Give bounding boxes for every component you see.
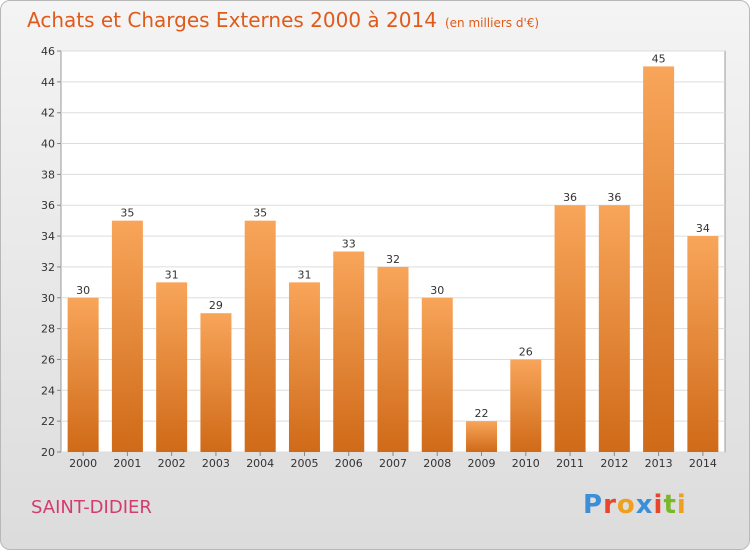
x-tick-label-2014: 2014 bbox=[689, 457, 717, 470]
bar-2010 bbox=[510, 359, 542, 452]
value-label-2008: 30 bbox=[430, 284, 444, 297]
x-tick-label-2002: 2002 bbox=[158, 457, 186, 470]
bar-2000 bbox=[67, 297, 99, 452]
x-tick-label-2007: 2007 bbox=[379, 457, 407, 470]
y-tick-label: 36 bbox=[41, 199, 55, 212]
y-tick-label: 44 bbox=[41, 76, 55, 89]
y-tick-label: 38 bbox=[41, 168, 55, 181]
bar-2005 bbox=[288, 282, 320, 452]
bar-2004 bbox=[244, 220, 276, 452]
value-label-2013: 45 bbox=[652, 52, 666, 65]
chart-unit-note: (en milliers d'€) bbox=[444, 16, 540, 30]
x-tick-label-2013: 2013 bbox=[645, 457, 673, 470]
y-tick-label: 20 bbox=[41, 446, 55, 459]
value-label-2014: 34 bbox=[696, 222, 710, 235]
x-tick-label-2008: 2008 bbox=[423, 457, 451, 470]
value-label-2000: 30 bbox=[76, 284, 90, 297]
value-label-2007: 32 bbox=[386, 253, 400, 266]
y-tick-label: 46 bbox=[41, 45, 55, 58]
y-tick-label: 32 bbox=[41, 261, 55, 274]
y-tick-label: 28 bbox=[41, 323, 55, 336]
value-label-2001: 35 bbox=[120, 207, 134, 220]
bar-2013 bbox=[643, 66, 675, 452]
value-label-2010: 26 bbox=[519, 345, 533, 358]
x-tick-label-2012: 2012 bbox=[600, 457, 628, 470]
value-label-2004: 35 bbox=[253, 207, 267, 220]
bar-2001 bbox=[111, 220, 143, 452]
commune-name: SAINT-DIDIER bbox=[31, 497, 152, 518]
x-tick-label-2000: 2000 bbox=[69, 457, 97, 470]
chart-title-text: Achats et Charges Externes 2000 à 2014 bbox=[27, 8, 437, 32]
value-label-2003: 29 bbox=[209, 299, 223, 312]
x-tick-label-2005: 2005 bbox=[290, 457, 318, 470]
y-tick-label: 34 bbox=[41, 230, 55, 243]
bar-2008 bbox=[421, 297, 453, 452]
bar-2007 bbox=[377, 266, 409, 452]
value-label-2011: 36 bbox=[563, 191, 577, 204]
bar-2003 bbox=[200, 313, 232, 452]
y-tick-label: 42 bbox=[41, 107, 55, 120]
bar-2006 bbox=[333, 251, 365, 452]
y-tick-label: 22 bbox=[41, 415, 55, 428]
y-tick-label: 40 bbox=[41, 138, 55, 151]
x-tick-label-2004: 2004 bbox=[246, 457, 274, 470]
bar-2009 bbox=[466, 421, 498, 452]
bar-2014 bbox=[687, 236, 719, 452]
x-tick-label-2011: 2011 bbox=[556, 457, 584, 470]
proxiti-logo[interactable]: Proxiti bbox=[583, 490, 687, 520]
value-label-2005: 31 bbox=[297, 268, 311, 281]
value-label-2012: 36 bbox=[607, 191, 621, 204]
value-label-2009: 22 bbox=[475, 407, 489, 420]
x-tick-label-2006: 2006 bbox=[335, 457, 363, 470]
bar-2012 bbox=[598, 205, 630, 452]
x-axis: 2000 2001 2002 2003 2004 2005 2006 2007 2008 2009… bbox=[69, 452, 717, 470]
y-tick-label: 30 bbox=[41, 292, 55, 305]
x-tick-label-2001: 2001 bbox=[113, 457, 141, 470]
x-tick-label-2003: 2003 bbox=[202, 457, 230, 470]
bar-2011 bbox=[554, 205, 586, 452]
bars: 30 35 31 29 35 31 33 32 30 22 26 36 36 45 34 bbox=[67, 52, 719, 452]
y-axis: 20 22 24 26 28 30 32 34 36 38 40 42 44 46 bbox=[41, 45, 61, 459]
value-label-2006: 33 bbox=[342, 238, 356, 251]
x-tick-label-2010: 2010 bbox=[512, 457, 540, 470]
bar-2002 bbox=[156, 282, 188, 452]
value-label-2002: 31 bbox=[165, 268, 179, 281]
x-tick-label-2009: 2009 bbox=[468, 457, 496, 470]
y-tick-label: 24 bbox=[41, 384, 55, 397]
chart-title: Achats et Charges Externes 2000 à 2014 (e… bbox=[27, 8, 539, 32]
y-tick-label: 26 bbox=[41, 353, 55, 366]
